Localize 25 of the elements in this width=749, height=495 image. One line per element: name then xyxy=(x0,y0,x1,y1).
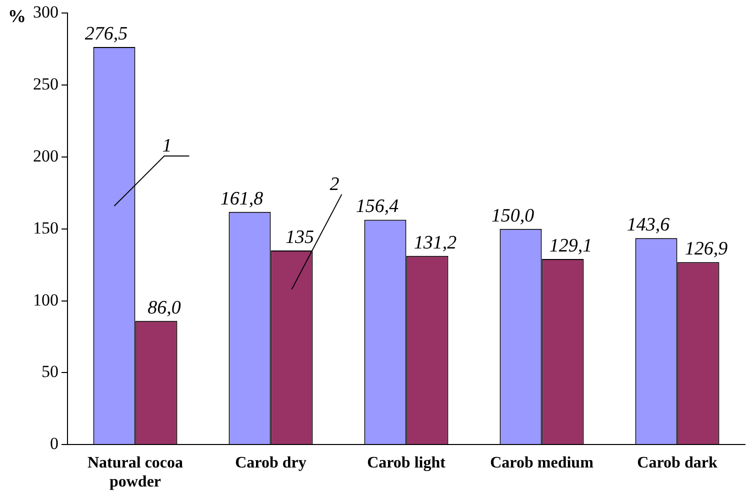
data-label: 129,1 xyxy=(549,235,592,256)
y-tick-label: 200 xyxy=(33,146,58,166)
y-tick-label: 250 xyxy=(33,74,58,94)
data-label: 135 xyxy=(286,226,314,248)
y-tick-label: 50 xyxy=(42,362,58,382)
x-tick-label: Carob medium xyxy=(490,454,594,472)
data-label: 276,5 xyxy=(84,23,128,44)
y-tick-label: 0 xyxy=(50,434,58,454)
x-tick-label: Natural cocoa powder xyxy=(87,454,184,491)
data-label: 131,2 xyxy=(414,232,458,254)
y-tick-label: 300 xyxy=(33,2,58,22)
data-label: 156,4 xyxy=(356,196,400,218)
text: 2 xyxy=(330,174,340,195)
data-label: 161,8 xyxy=(220,188,264,210)
y-axis-title: % xyxy=(8,6,26,26)
data-label: 126,9 xyxy=(684,238,728,260)
x-tick-label: Carob dark xyxy=(637,454,718,472)
x-tick-label: Carob dry xyxy=(235,454,306,472)
y-tick-label: 100 xyxy=(33,290,58,310)
data-label: 150,0 xyxy=(491,205,535,226)
y-tick-label: 150 xyxy=(33,218,58,238)
x-tick-label: Carob light xyxy=(367,454,446,472)
series-label: 1 xyxy=(162,136,172,157)
data-label: 86,0 xyxy=(148,297,182,318)
data-label: 143,6 xyxy=(626,214,670,236)
